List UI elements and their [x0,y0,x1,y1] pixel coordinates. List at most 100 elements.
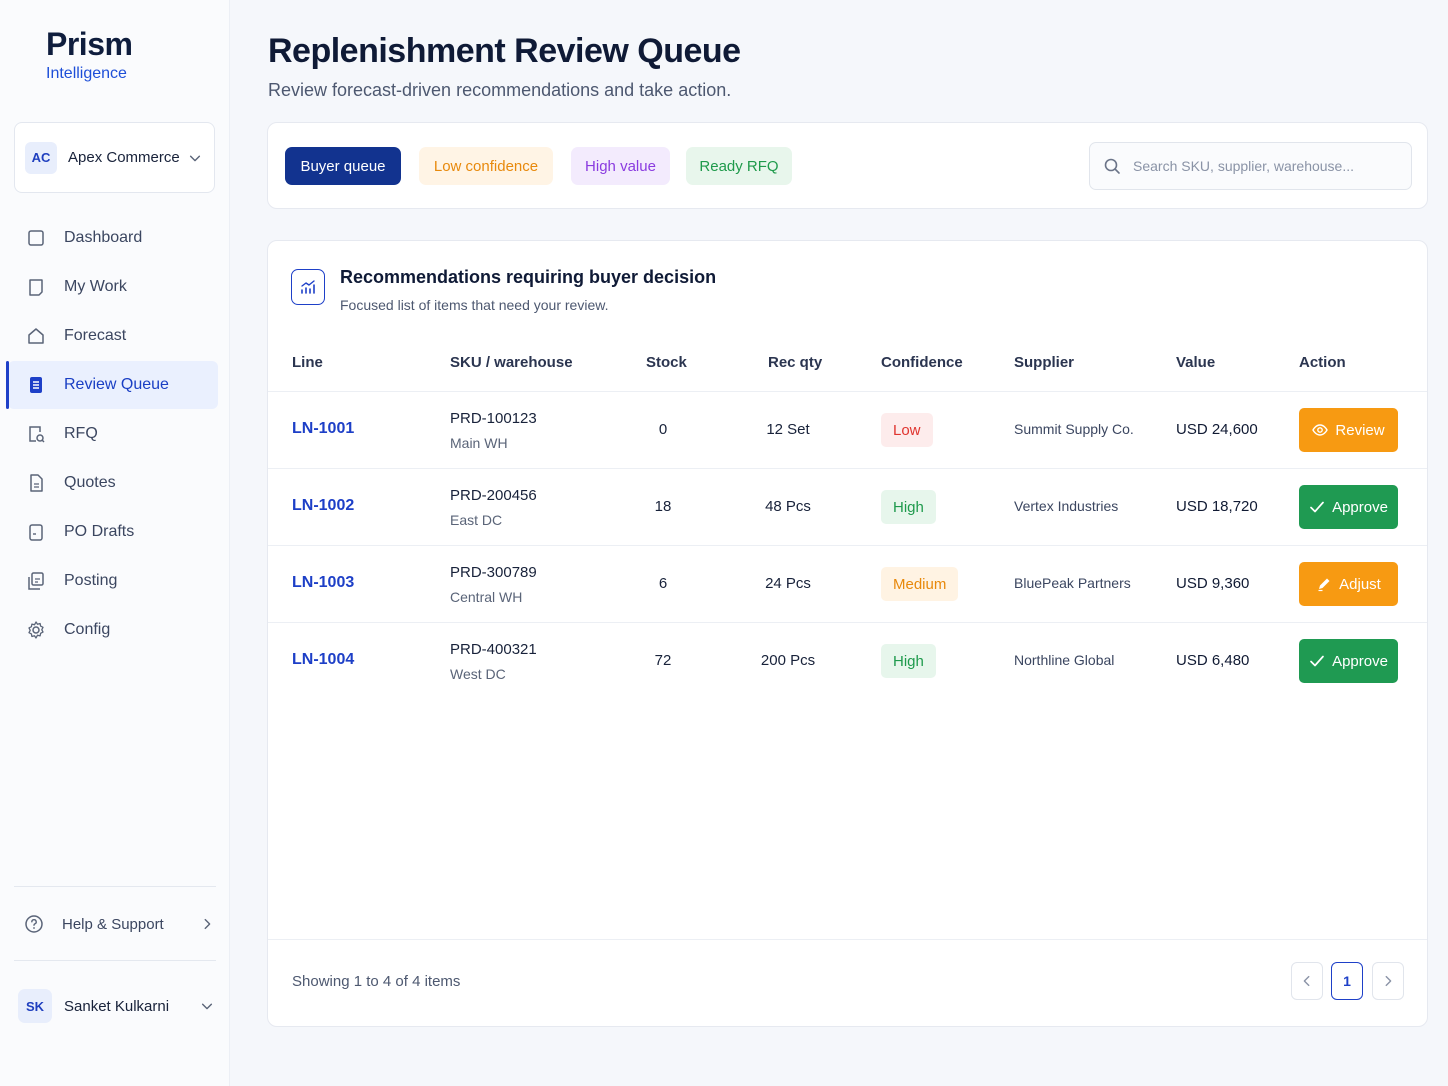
chevron-right-icon [1385,975,1392,987]
column-header-value[interactable]: Value [1176,354,1216,371]
confidence-badge: Low [881,413,933,447]
confidence-badge: High [881,644,936,678]
draft-icon [29,524,43,541]
sidebar-item-config[interactable]: Config [8,606,218,654]
page-title: Replenishment Review Queue [268,32,741,70]
check-icon [1310,501,1324,513]
column-header-rec-qty[interactable]: Rec qty [768,354,823,371]
next-page-button[interactable] [1372,962,1404,1000]
sidebar-divider [14,886,216,887]
tablet-icon [29,279,43,296]
help-support-link[interactable]: Help & Support [24,903,214,945]
chart-icon [291,269,325,305]
page-number-button[interactable]: 1 [1331,962,1363,1000]
chevron-left-icon [1303,975,1310,987]
value: USD 18,720 [1176,498,1258,515]
review-button[interactable]: Review [1299,408,1398,452]
org-switcher[interactable]: AC Apex Commerce [14,122,215,193]
column-header-supplier[interactable]: Supplier [1014,354,1075,371]
rec-qty: 12 Set [766,421,810,438]
sidebar-item-po-drafts[interactable]: PO Drafts [8,508,218,556]
sidebar-item-review-queue[interactable]: Review Queue [6,361,218,409]
avatar: SK [18,989,52,1023]
stock: 18 [654,498,672,515]
column-header-action: Action [1299,354,1346,371]
card-title: Recommendations requiring buyer decision [340,267,717,287]
sidebar-item-label: Quotes [64,474,116,491]
sidebar-divider [14,960,216,961]
chevron-down-icon [189,155,201,161]
sidebar-item-my-work[interactable]: My Work [8,263,218,311]
action-label: Adjust [1339,575,1381,593]
filter-buyer-queue[interactable]: Buyer queue [285,147,401,185]
sidebar-item-forecast[interactable]: Forecast [8,312,218,360]
chevron-right-icon [204,918,211,930]
check-icon [1310,655,1324,667]
stock: 0 [658,421,668,438]
approve-button[interactable]: Approve [1299,485,1398,529]
card-subtitle: Focused list of items that need your rev… [340,297,609,313]
warehouse: West DC [450,666,506,682]
column-header-line[interactable]: Line [292,354,323,371]
help-circle-icon [25,915,43,933]
adjust-button[interactable]: Adjust [1299,562,1398,606]
action-label: Approve [1332,652,1388,670]
sidebar: Prism Intelligence AC Apex Commerce Dash… [0,0,230,1086]
rec-qty: 200 Pcs [760,652,816,669]
user-name: Sanket Kulkarni [64,997,170,1015]
supplier: Vertex Industries [1014,498,1119,514]
sku-code: PRD-300789 [450,564,537,581]
copy-icon [28,572,44,590]
eye-icon [1312,424,1329,436]
action-label: Review [1335,421,1385,439]
approve-button[interactable]: Approve [1299,639,1398,683]
sidebar-item-dashboard[interactable]: Dashboard [8,214,218,262]
sidebar-item-rfq[interactable]: RFQ [8,410,218,458]
line-link[interactable]: LN-1002 [292,497,355,514]
column-header-sku[interactable]: SKU / warehouse [450,354,573,371]
footer-divider [268,939,1427,940]
column-header-stock[interactable]: Stock [646,354,687,371]
sku-code: PRD-100123 [450,410,537,427]
user-menu[interactable]: SK Sanket Kulkarni [18,985,214,1027]
action-label: Approve [1332,498,1388,516]
warehouse: Central WH [450,589,523,605]
pagination-summary: Showing 1 to 4 of 4 items [292,973,461,990]
filter-ready-rfq[interactable]: Ready RFQ [686,147,792,185]
column-header-confidence[interactable]: Confidence [881,354,963,371]
line-link[interactable]: LN-1003 [292,574,355,591]
org-avatar: AC [25,141,57,174]
doc-search-icon [29,426,45,443]
sidebar-nav: Dashboard My Work Forecast Review Queue … [6,214,218,655]
sidebar-item-label: Dashboard [64,229,143,246]
filter-bar: Buyer queue Low confidence High value Re… [267,122,1428,209]
sidebar-item-label: Posting [64,572,118,589]
pencil-icon [1318,578,1330,592]
sku-code: PRD-200456 [450,487,537,504]
sidebar-item-quotes[interactable]: Quotes [8,459,218,507]
sidebar-item-label: Review Queue [64,376,169,393]
filter-high-value[interactable]: High value [571,147,670,185]
supplier: Summit Supply Co. [1014,421,1134,437]
filter-low-confidence[interactable]: Low confidence [419,147,553,185]
value: USD 6,480 [1176,652,1250,669]
brand-name: Prism [46,26,133,62]
line-link[interactable]: LN-1001 [292,420,355,437]
table-row: LN-1001 PRD-100123 Main WH 0 12 Set Low … [268,391,1427,467]
search-input[interactable] [1133,158,1393,174]
chevron-down-icon [201,1003,213,1010]
sidebar-item-label: Forecast [64,327,127,344]
warehouse: East DC [450,512,503,528]
brand: Prism Intelligence [46,26,133,83]
help-support-label: Help & Support [62,915,164,933]
stock: 6 [658,575,668,592]
list-doc-icon [30,377,42,393]
table-row: LN-1004 PRD-400321 West DC 72 200 Pcs Hi… [268,622,1427,698]
supplier: Northline Global [1014,652,1115,668]
warehouse: Main WH [450,435,508,451]
page-subtitle: Review forecast-driven recommendations a… [268,80,732,100]
prev-page-button[interactable] [1291,962,1323,1000]
sidebar-item-posting[interactable]: Posting [8,557,218,605]
line-link[interactable]: LN-1004 [292,651,355,668]
confidence-badge: Medium [881,567,959,601]
